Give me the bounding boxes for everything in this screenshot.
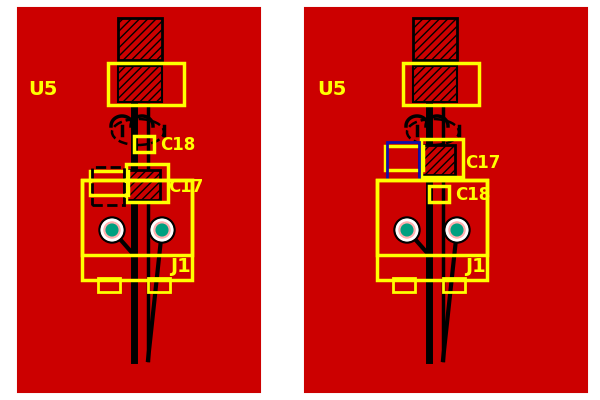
Bar [148,278,170,292]
Text: C18: C18 [160,136,195,154]
Bar [413,18,457,60]
Circle shape [106,224,118,236]
Circle shape [394,217,420,243]
Bar [98,278,120,292]
Bar [385,146,423,170]
Bar [118,18,162,60]
Bar [393,278,415,292]
Bar [134,136,154,152]
Bar [126,164,168,202]
Text: C18: C18 [455,186,490,204]
Text: U5: U5 [317,80,346,99]
Bar [421,139,463,177]
Bar [82,180,192,255]
Text: U5: U5 [28,80,58,99]
Circle shape [152,220,172,240]
Bar [82,180,192,280]
Circle shape [401,224,413,236]
Bar [92,167,124,205]
Bar [18,8,260,392]
Circle shape [156,224,168,236]
Bar [377,180,487,255]
Text: J1: J1 [170,257,191,276]
Bar [118,66,162,102]
Bar [429,186,449,202]
Bar [305,8,587,392]
Text: C17: C17 [465,154,500,172]
Circle shape [102,220,122,240]
Bar [419,145,455,175]
Circle shape [397,220,417,240]
Circle shape [447,220,467,240]
Text: J1: J1 [465,257,486,276]
Circle shape [99,217,125,243]
Circle shape [149,217,175,243]
Bar [443,278,465,292]
Bar [108,63,184,105]
Bar [377,180,487,280]
Bar [124,170,160,200]
Circle shape [451,224,463,236]
Circle shape [444,217,470,243]
Bar [90,171,128,195]
Text: C17: C17 [168,178,203,196]
Bar [413,66,457,102]
Bar [387,142,419,180]
Bar [403,63,479,105]
